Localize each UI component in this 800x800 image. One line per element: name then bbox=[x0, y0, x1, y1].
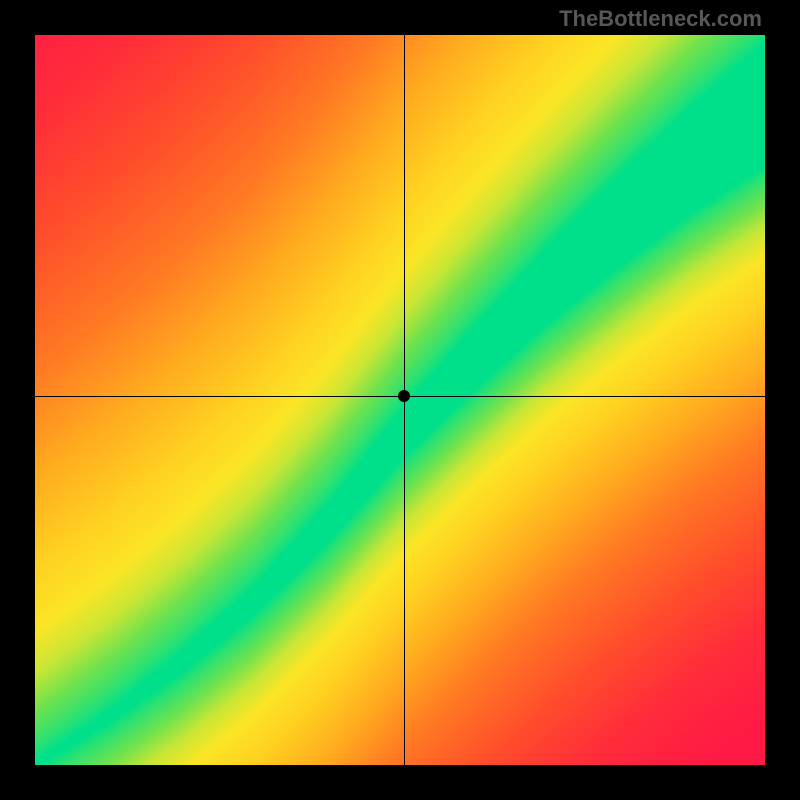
watermark-text: TheBottleneck.com bbox=[559, 6, 762, 32]
heatmap-plot bbox=[35, 35, 765, 765]
crosshair-marker bbox=[398, 390, 410, 402]
